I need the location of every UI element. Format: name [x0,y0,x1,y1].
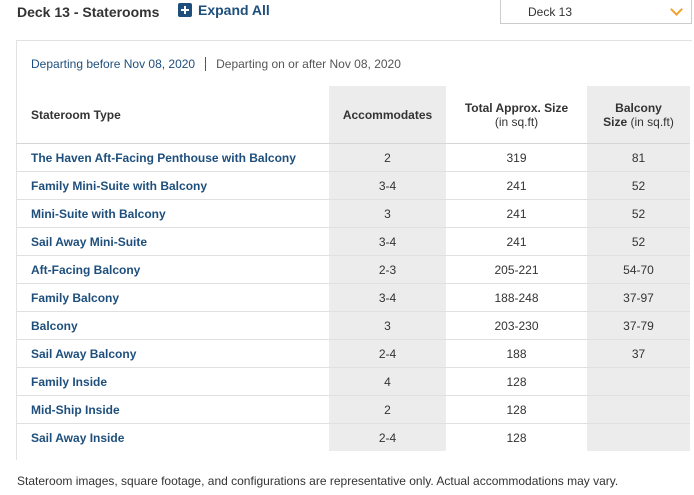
chevron-down-icon [670,3,683,16]
total-size-cell: 241 [446,199,587,228]
table-row: Aft-Facing Balcony 2-3 205-221 54-70 [16,255,690,284]
table-row: Mini-Suite with Balcony 3 241 52 [16,199,690,228]
accommodates-cell: 2 [329,143,446,172]
table-row: Sail Away Balcony 2-4 188 37 [16,339,690,368]
header-stateroom-type: Stateroom Type [16,86,329,144]
table-header-row: Stateroom Type Accommodates Total Approx… [16,86,690,144]
accommodates-cell: 2-3 [329,255,446,284]
balcony-size-cell: 54-70 [587,255,690,284]
table-row: The Haven Aft-Facing Penthouse with Balc… [16,143,690,172]
balcony-size-cell: 37-79 [587,311,690,340]
stateroom-type-link[interactable]: Mid-Ship Inside [16,395,329,424]
table-row: Balcony 3 203-230 37-79 [16,311,690,340]
total-size-cell: 188 [446,339,587,368]
stateroom-type-link[interactable]: Family Inside [16,367,329,396]
balcony-size-cell: 52 [587,199,690,228]
date-tabs: Departing before Nov 08, 2020 Departing … [31,56,401,72]
balcony-size-cell: 52 [587,171,690,200]
table-row: Family Inside 4 128 [16,367,690,396]
total-size-cell: 205-221 [446,255,587,284]
table-row: Mid-Ship Inside 2 128 [16,395,690,424]
stateroom-type-link[interactable]: Sail Away Balcony [16,339,329,368]
plus-square-icon [178,3,192,17]
total-size-cell: 241 [446,171,587,200]
stateroom-type-link[interactable]: Mini-Suite with Balcony [16,199,329,228]
accommodates-cell: 3-4 [329,227,446,256]
accommodates-cell: 2-4 [329,339,446,368]
stateroom-type-link[interactable]: Family Balcony [16,283,329,312]
staterooms-table: Stateroom Type Accommodates Total Approx… [16,86,690,451]
stateroom-type-link[interactable]: The Haven Aft-Facing Penthouse with Balc… [16,143,329,172]
accommodates-cell: 2 [329,395,446,424]
balcony-size-cell [587,367,690,396]
header-total-size-line1: Total Approx. Size [464,100,569,115]
header-balcony-units: (in sq.ft) [630,114,674,129]
expand-all-button[interactable]: Expand All [178,2,270,18]
header-balcony-line2: Size (in sq.ft) [587,115,690,129]
accommodates-cell: 2-4 [329,423,446,451]
header-balcony-line1: Balcony [615,100,662,115]
accommodates-cell: 3 [329,199,446,228]
total-size-cell: 319 [446,143,587,172]
stateroom-type-link[interactable]: Balcony [16,311,329,340]
header-accommodates: Accommodates [329,86,446,144]
table-row: Sail Away Inside 2-4 128 [16,423,690,451]
expand-all-label: Expand All [198,2,270,18]
page-header: Deck 13 - Staterooms Expand All Deck 13 [0,0,694,40]
deck-select[interactable]: Deck 13 [500,0,692,24]
accommodates-cell: 4 [329,367,446,396]
deck-title: Deck 13 - Staterooms [17,4,160,20]
tab-departing-after[interactable]: Departing on or after Nov 08, 2020 [216,57,401,71]
total-size-cell: 128 [446,367,587,396]
header-total-size-line2: (in sq.ft) [494,114,539,129]
total-size-cell: 188-248 [446,283,587,312]
table-row: Family Mini-Suite with Balcony 3-4 241 52 [16,171,690,200]
tab-departing-before[interactable]: Departing before Nov 08, 2020 [31,57,196,71]
footnote: Stateroom images, square footage, and co… [17,474,619,488]
balcony-size-cell [587,423,690,451]
balcony-size-cell: 37 [587,339,690,368]
balcony-size-cell [587,395,690,424]
accommodates-cell: 3 [329,311,446,340]
total-size-cell: 128 [506,430,527,445]
balcony-size-cell: 37-97 [587,283,690,312]
header-balcony-size-word: Size [603,114,628,129]
stateroom-type-link[interactable]: Aft-Facing Balcony [16,255,329,284]
balcony-size-cell: 52 [587,227,690,256]
tab-divider [205,57,207,71]
header-balcony-size: Balcony Size (in sq.ft) [587,86,690,144]
accommodates-cell: 3-4 [329,283,446,312]
stateroom-type-link[interactable]: Family Mini-Suite with Balcony [16,171,329,200]
header-total-size: Total Approx. Size (in sq.ft) [446,86,587,144]
table-row: Family Balcony 3-4 188-248 37-97 [16,283,690,312]
total-size-cell: 128 [446,395,587,424]
stateroom-type-link[interactable]: Sail Away Inside [31,430,125,445]
table-row: Sail Away Mini-Suite 3-4 241 52 [16,227,690,256]
total-size-cell: 203-230 [446,311,587,340]
balcony-size-cell: 81 [587,143,690,172]
stateroom-type-link[interactable]: Sail Away Mini-Suite [16,227,329,256]
accommodates-cell: 3-4 [329,171,446,200]
deck-select-value: Deck 13 [528,5,573,19]
total-size-cell: 241 [446,227,587,256]
